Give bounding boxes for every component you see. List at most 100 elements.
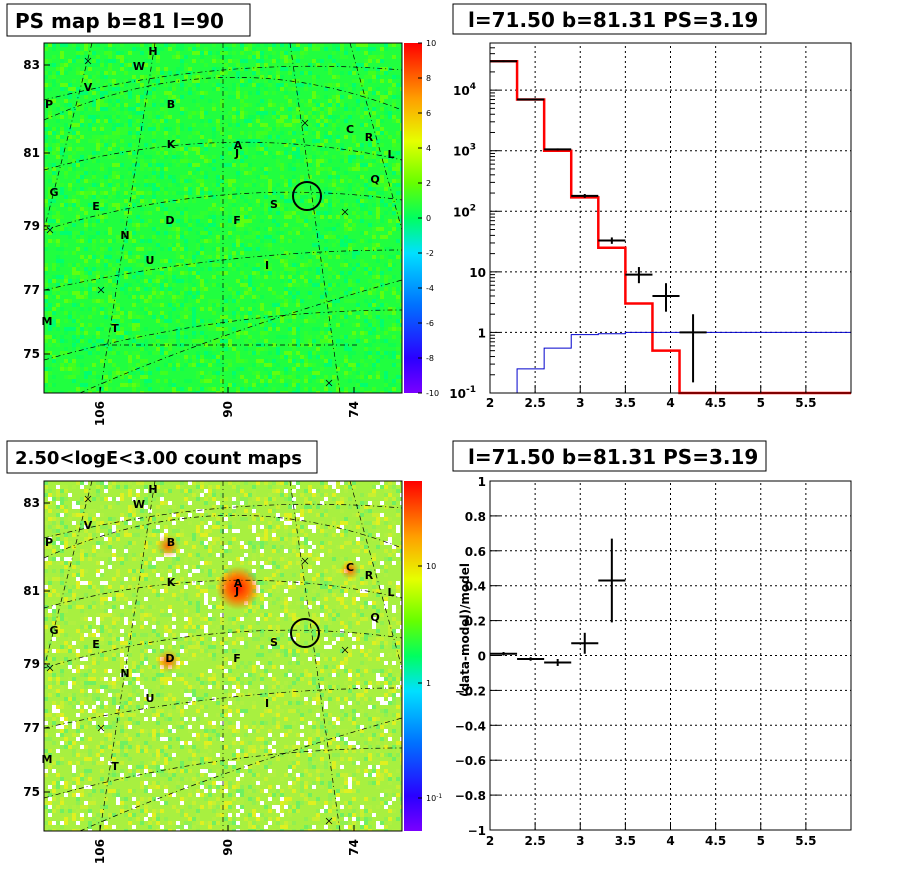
noise-cell — [372, 609, 376, 613]
noise-cell — [48, 383, 52, 387]
noise-cell — [272, 219, 276, 223]
noise-cell — [100, 391, 104, 393]
noise-cell — [48, 557, 52, 561]
noise-cell — [384, 497, 388, 501]
noise-cell — [196, 91, 200, 95]
noise-cell — [56, 211, 60, 215]
noise-cell — [336, 283, 340, 287]
noise-cell — [64, 199, 68, 203]
noise-cell — [176, 363, 180, 367]
noise-cell — [88, 87, 92, 91]
noise-cell — [296, 367, 300, 371]
noise-cell — [60, 187, 64, 191]
noise-cell — [328, 267, 332, 271]
ps-map-frame — [43, 42, 403, 394]
noise-cell — [132, 339, 136, 343]
noise-cell — [308, 319, 312, 323]
noise-cell — [256, 111, 260, 115]
noise-cell — [268, 215, 272, 219]
noise-cell — [112, 71, 116, 75]
noise-cell — [244, 203, 248, 207]
noise-cell — [120, 585, 124, 589]
noise-cell — [340, 509, 344, 513]
noise-cell — [272, 371, 276, 375]
noise-cell — [80, 51, 84, 55]
noise-cell — [216, 605, 220, 609]
noise-cell — [180, 331, 184, 335]
noise-cell — [380, 355, 384, 359]
noise-cell — [288, 291, 292, 295]
noise-cell — [116, 617, 120, 621]
noise-cell — [352, 243, 356, 247]
noise-cell — [280, 375, 284, 379]
noise-cell — [72, 43, 76, 47]
noise-cell — [260, 83, 264, 87]
noise-cell — [212, 605, 216, 609]
noise-cell — [84, 267, 88, 271]
noise-cell — [268, 509, 272, 513]
noise-cell — [116, 263, 120, 267]
noise-cell — [256, 287, 260, 291]
noise-cell — [396, 609, 400, 613]
noise-cell — [380, 271, 384, 275]
noise-cell — [356, 43, 360, 47]
noise-cell — [220, 287, 224, 291]
noise-cell — [276, 351, 280, 355]
noise-cell — [264, 87, 268, 91]
noise-cell — [268, 179, 272, 183]
noise-cell — [252, 139, 256, 143]
noise-cell — [260, 151, 264, 155]
noise-cell — [272, 191, 276, 195]
noise-cell — [364, 43, 368, 47]
noise-cell — [356, 159, 360, 163]
noise-cell — [292, 55, 296, 59]
noise-cell — [188, 573, 192, 577]
noise-cell — [56, 521, 60, 525]
noise-cell — [400, 557, 402, 561]
noise-cell — [364, 215, 368, 219]
noise-cell — [184, 259, 188, 263]
noise-cell — [224, 315, 228, 319]
noise-cell — [328, 505, 332, 509]
ps-map-colorbar — [404, 43, 422, 393]
noise-cell — [208, 239, 212, 243]
noise-cell — [116, 195, 120, 199]
noise-cell — [72, 585, 76, 589]
noise-cell — [172, 569, 176, 573]
noise-cell — [100, 75, 104, 79]
noise-cell — [176, 327, 180, 331]
noise-cell — [108, 195, 112, 199]
noise-cell — [100, 601, 104, 605]
noise-cell — [96, 99, 100, 103]
noise-cell — [64, 127, 68, 131]
noise-cell — [152, 343, 156, 347]
noise-cell — [396, 135, 400, 139]
noise-cell — [360, 383, 364, 387]
noise-cell — [380, 339, 384, 343]
noise-cell — [296, 505, 300, 509]
noise-cell — [120, 63, 124, 67]
noise-cell — [292, 359, 296, 363]
noise-cell — [148, 115, 152, 119]
noise-cell — [280, 51, 284, 55]
noise-cell — [232, 509, 236, 513]
noise-cell — [204, 51, 208, 55]
noise-cell — [176, 119, 180, 123]
noise-cell — [316, 231, 320, 235]
noise-cell — [356, 375, 360, 379]
noise-cell — [148, 605, 152, 609]
noise-cell — [120, 371, 124, 375]
noise-cell — [184, 561, 188, 565]
noise-cell — [180, 485, 184, 489]
noise-cell — [276, 119, 280, 123]
noise-cell — [376, 307, 380, 311]
noise-cell — [148, 55, 152, 59]
noise-cell — [136, 127, 140, 131]
noise-cell — [200, 151, 204, 155]
noise-cell — [244, 339, 248, 343]
noise-cell — [252, 553, 256, 557]
noise-cell — [360, 565, 364, 569]
noise-cell — [316, 557, 320, 561]
noise-cell — [180, 87, 184, 91]
noise-cell — [324, 67, 328, 71]
